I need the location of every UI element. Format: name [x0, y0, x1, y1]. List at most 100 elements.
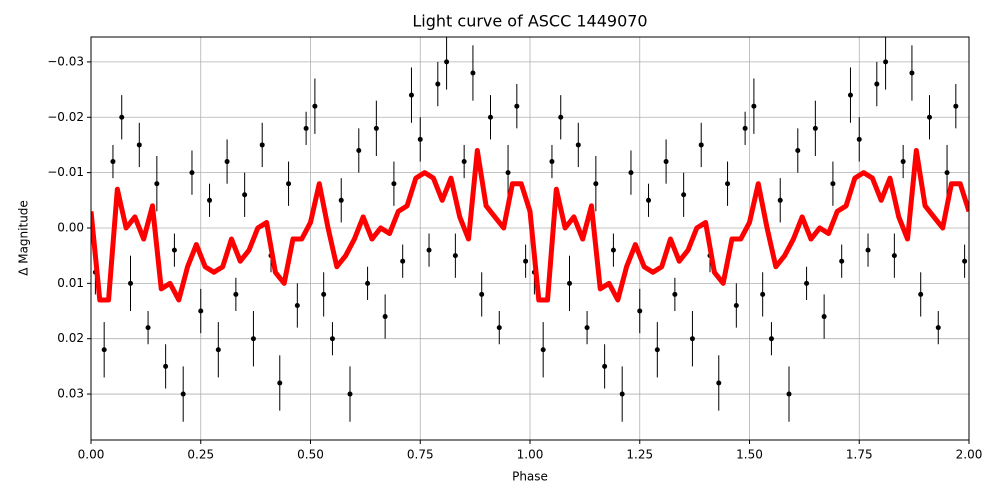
data-point [119, 114, 125, 120]
data-point [637, 308, 643, 314]
x-tick-label: 2.00 [956, 448, 983, 462]
data-point [101, 347, 107, 353]
data-point [839, 258, 845, 264]
data-point [891, 253, 897, 259]
data-point [215, 347, 221, 353]
data-point [286, 181, 292, 187]
data-point [294, 302, 300, 308]
data-point [610, 247, 616, 253]
grid [90, 37, 970, 440]
y-axis-label: Δ Magnitude [17, 200, 31, 276]
data-point [953, 103, 959, 109]
data-point [777, 197, 783, 203]
data-point [435, 81, 441, 87]
data-point [321, 291, 327, 297]
plot-area [91, 37, 969, 422]
data-point [646, 197, 652, 203]
data-point [751, 103, 757, 109]
data-point [470, 70, 476, 76]
data-point [171, 247, 177, 253]
data-point [189, 170, 195, 176]
data-point [716, 380, 722, 386]
x-tick-label: 1.25 [626, 448, 653, 462]
y-tick-label: −0.03 [47, 54, 84, 68]
data-point [812, 125, 818, 131]
data-point [698, 142, 704, 148]
data-point [347, 391, 353, 397]
data-point [163, 363, 169, 369]
y-tick-label: −0.02 [47, 110, 84, 124]
data-point [795, 147, 801, 153]
data-point [356, 147, 362, 153]
y-tick-label: −0.01 [47, 165, 84, 179]
data-point [874, 81, 880, 87]
data-point [672, 291, 678, 297]
data-point [540, 347, 546, 353]
binned-line [91, 147, 969, 303]
data-point [242, 192, 248, 198]
data-point [593, 181, 599, 187]
data-point [558, 114, 564, 120]
data-point [505, 170, 511, 176]
data-point [602, 363, 608, 369]
data-point [918, 291, 924, 297]
data-point [742, 125, 748, 131]
x-tick-label: 0.25 [187, 448, 214, 462]
data-point [909, 70, 915, 76]
data-point [382, 314, 388, 320]
data-point [207, 197, 213, 203]
data-point [329, 336, 335, 342]
data-point [417, 136, 423, 142]
data-point [373, 125, 379, 131]
data-point [400, 258, 406, 264]
y-tick-label: 0.01 [57, 276, 84, 290]
y-tick-label: 0.00 [57, 220, 84, 234]
data-point [523, 258, 529, 264]
data-point [452, 253, 458, 259]
data-point [154, 181, 160, 187]
plot-frame [90, 36, 970, 441]
data-point [128, 280, 134, 286]
data-point [487, 114, 493, 120]
data-point [786, 391, 792, 397]
data-point [496, 325, 502, 331]
data-point [233, 291, 239, 297]
data-point [760, 291, 766, 297]
data-point [768, 336, 774, 342]
data-point [426, 247, 432, 253]
data-point [312, 103, 318, 109]
y-tick-label: 0.03 [57, 387, 84, 401]
data-point [830, 181, 836, 187]
data-point [681, 192, 687, 198]
data-point [725, 181, 731, 187]
x-tick-label: 1.75 [846, 448, 873, 462]
data-point [408, 92, 414, 98]
x-tick-label: 1.00 [517, 448, 544, 462]
data-point [663, 159, 669, 165]
data-point [259, 142, 265, 148]
chart-title: Light curve of ASCC 1449070 [412, 12, 647, 31]
data-point [145, 325, 151, 331]
data-point [136, 142, 142, 148]
data-point [250, 336, 256, 342]
data-point [935, 325, 941, 331]
data-point [944, 170, 950, 176]
data-point [733, 302, 739, 308]
data-point [962, 258, 968, 264]
data-point [856, 136, 862, 142]
data-point [926, 114, 932, 120]
x-tick-label: 0.50 [297, 448, 324, 462]
data-point [628, 170, 634, 176]
x-tick-label: 1.50 [736, 448, 763, 462]
data-point [303, 125, 309, 131]
data-point [883, 59, 889, 65]
data-point [821, 314, 827, 320]
data-point [575, 142, 581, 148]
data-point [479, 291, 485, 297]
data-point [198, 308, 204, 314]
data-point [847, 92, 853, 98]
data-point [804, 280, 810, 286]
data-point [277, 380, 283, 386]
data-point [654, 347, 660, 353]
